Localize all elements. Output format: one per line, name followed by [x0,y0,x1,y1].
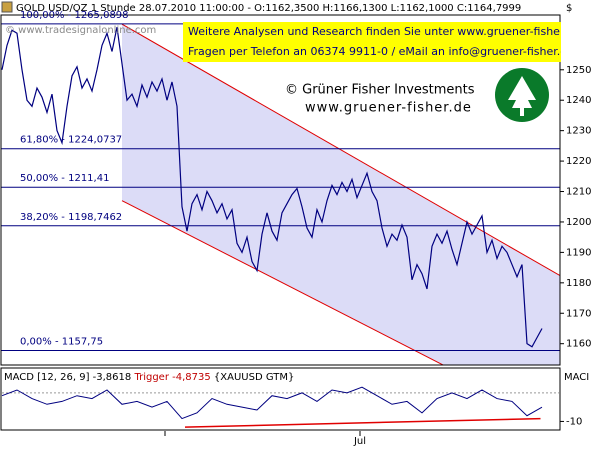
macd-name: MACD [12, 26, 9] -3,8618 [4,372,131,383]
copyright: © Grüner Fisher Investments [285,83,475,98]
y-tick-label: 1190 [566,247,591,258]
logo-trunk [520,108,524,116]
y-tick-label: 1210 [566,187,591,198]
price-line [1,27,543,348]
macd-frame [0,367,561,431]
x-tick-label: Jul [353,436,366,447]
macd-line [1,386,543,420]
macd-trend [184,417,541,428]
fib-label: 38,20% - 1198,7462 [20,212,122,223]
website: www.gruener-fisher.de [305,101,472,116]
info-line: Weitere Analysen und Research finden Sie… [188,25,581,38]
fib-label: 100,00% - 1265,0898 [20,10,129,21]
channel-line [121,200,445,365]
plot-frame [0,14,561,366]
watermark: © www.tradesignalonline.com [5,25,156,36]
symbol-label: {XAUUSD GTM} [214,372,294,383]
info-line: Fragen per Telefon an 06374 9911-0 / eMa… [188,45,574,58]
y-tick-label: 1170 [566,308,591,319]
y-tick-label: 1220 [566,156,591,167]
y-tick-label: -10 [566,416,582,427]
fib-label: 50,00% - 1211,41 [20,173,109,184]
y-tick-label: 1230 [566,126,591,137]
channel-area [122,24,560,365]
trigger-label: Trigger -4,8735 [133,372,210,383]
fib-label: 61,80% - 1224,0737 [20,135,122,146]
logo [495,68,549,122]
y-axis-bg [561,15,600,365]
chart-title: GOLD USD/OZ 1 Stunde 28.07.2010 11:00:00… [16,3,521,14]
y-tick-label: 1200 [566,217,591,228]
y-tick-label: 1180 [566,278,591,289]
macd-axis-label: MACI [564,372,589,383]
y-tick-label: 1160 [566,339,591,350]
fib-label: 0,00% - 1157,75 [20,337,103,348]
symbol-icon [1,1,13,13]
logo-tree [508,76,536,108]
y-tick-label: 1250 [566,65,591,76]
price-plot [1,23,560,365]
y-tick-label: 1240 [566,95,591,106]
y-unit: $ [566,3,572,14]
macd-label: MACD [12, 26, 9] -3,8618 Trigger -4,8735… [4,372,294,383]
info-box [183,22,600,62]
channel-line [121,23,560,277]
